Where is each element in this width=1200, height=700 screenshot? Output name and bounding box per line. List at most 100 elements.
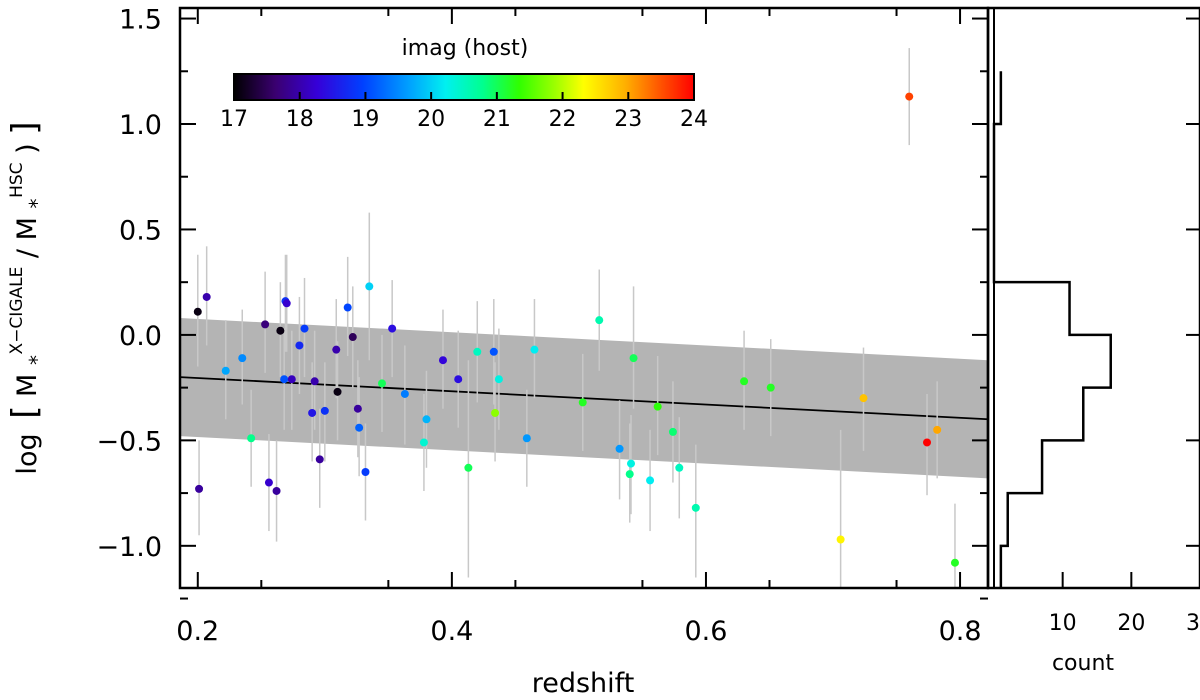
y-tick-label: 1.5 xyxy=(119,5,162,36)
colorbar-tick-label: 23 xyxy=(614,107,642,132)
scatter-point xyxy=(276,326,285,335)
scatter-point xyxy=(675,463,684,472)
x-tick-label: 0.6 xyxy=(684,616,727,647)
y-label-star2: * xyxy=(25,198,49,208)
histogram-steps xyxy=(992,71,1112,588)
scatter-point xyxy=(933,425,942,434)
scatter-point xyxy=(355,423,364,432)
scatter-point xyxy=(419,438,428,447)
scatter-point xyxy=(221,366,230,375)
colorbar-label: imag (host) xyxy=(402,36,529,61)
scatter-point xyxy=(595,316,604,325)
y-label-m2: M xyxy=(12,217,43,240)
colorbar-tick-label: 21 xyxy=(483,107,511,132)
scatter-point xyxy=(365,282,374,291)
scatter-point xyxy=(287,375,296,384)
scatter-point xyxy=(578,398,587,407)
histogram-x-tick-label: 30 xyxy=(1186,611,1200,636)
scatter-point xyxy=(491,408,500,417)
scatter-point xyxy=(264,478,273,487)
scatter-point xyxy=(282,299,291,308)
scatter-point xyxy=(668,427,677,436)
scatter-point xyxy=(361,468,370,476)
scatter-point xyxy=(261,320,270,329)
scatter-point xyxy=(438,356,447,365)
y-label-sup2: HSC xyxy=(7,162,27,197)
colorbar-tick-label: 20 xyxy=(417,107,445,132)
scatter-point xyxy=(494,375,503,384)
scatter-point xyxy=(388,324,397,333)
histogram-ticks: 10 20 30 xyxy=(1049,17,1200,636)
scatter-point xyxy=(315,455,324,464)
scatter-point xyxy=(333,387,342,396)
scatter-point xyxy=(625,470,634,479)
scatter-point xyxy=(859,394,868,403)
y-label-slash: / xyxy=(12,248,43,258)
histogram-x-label: count xyxy=(1052,651,1114,676)
scatter-point xyxy=(272,486,281,495)
colorbar-tick-label: 18 xyxy=(286,107,314,132)
scatter-point xyxy=(766,383,775,392)
scatter-point xyxy=(353,404,362,413)
scatter-point xyxy=(348,333,357,342)
y-axis-label: log [ M * X−CIGALE / M * HSC ) ] xyxy=(0,121,51,474)
scatter-point xyxy=(308,408,317,417)
y-tick-label: 0.5 xyxy=(119,215,162,246)
scatter-point xyxy=(202,292,211,301)
scatter-point xyxy=(400,389,409,398)
scatter-point xyxy=(653,402,662,411)
colorbar-tick-label: 22 xyxy=(549,107,577,132)
colorbar-ticks: 17 18 19 20 21 22 23 24 xyxy=(220,92,708,132)
x-tick-label: 0.2 xyxy=(176,616,219,647)
scatter-point xyxy=(629,354,638,363)
scatter-point xyxy=(836,535,845,544)
scatter-point xyxy=(280,375,289,384)
y-label-log: log xyxy=(12,433,43,474)
scatter-point xyxy=(740,377,749,386)
y-tick-label: −0.5 xyxy=(96,426,162,457)
scatter-point xyxy=(310,377,319,386)
scatter-point xyxy=(905,92,914,101)
y-label-m1: M xyxy=(12,374,43,397)
scatter-point xyxy=(193,307,202,316)
scatter-point xyxy=(615,444,624,453)
y-label-sup1: X−CIGALE xyxy=(7,267,27,355)
scatter-point xyxy=(300,324,309,333)
scatter-point xyxy=(489,347,498,356)
y-tick-label: −1.0 xyxy=(96,532,162,563)
scatter-point xyxy=(378,379,386,388)
scatter-point xyxy=(195,484,204,493)
svg-text:log [ M *: log [ M * X−CIGALE / M * HSC ) ] xyxy=(0,121,51,474)
scatter-point xyxy=(295,341,304,350)
y-label-star1: * xyxy=(25,355,49,365)
histogram-x-tick-label: 20 xyxy=(1117,611,1145,636)
scatter-point xyxy=(627,459,636,468)
main-axis-ticks: 0.2 0.4 0.6 0.8 −1.0 −0.5 0.0 0.5 1.0 1.5 xyxy=(96,5,988,647)
colorbar-tick-label: 24 xyxy=(680,107,708,132)
scatter-point xyxy=(950,558,959,567)
scatter-point xyxy=(238,354,247,363)
y-tick-label: 1.0 xyxy=(119,110,162,141)
scatter-point xyxy=(454,375,463,384)
scatter-point xyxy=(530,345,539,354)
scatter-point xyxy=(522,434,531,443)
colorbar xyxy=(233,73,695,101)
x-tick-label: 0.8 xyxy=(939,616,982,647)
scatter-point xyxy=(332,345,341,354)
x-tick-label: 0.4 xyxy=(430,616,473,647)
histogram-frame xyxy=(986,6,1200,590)
scatter-point xyxy=(923,438,932,447)
scatter-point xyxy=(247,434,256,443)
colorbar-tick-label: 17 xyxy=(220,107,248,132)
scatter-point xyxy=(320,406,329,415)
scatter-point xyxy=(343,303,352,312)
histogram-x-tick-label: 10 xyxy=(1049,611,1077,636)
y-tick-label: 0.0 xyxy=(119,321,162,352)
data-points xyxy=(193,92,959,567)
scatter-point xyxy=(473,347,482,356)
scatter-point xyxy=(646,476,655,485)
scatter-point xyxy=(464,463,473,472)
scatter-point xyxy=(691,503,700,512)
scatter-point xyxy=(422,415,431,424)
